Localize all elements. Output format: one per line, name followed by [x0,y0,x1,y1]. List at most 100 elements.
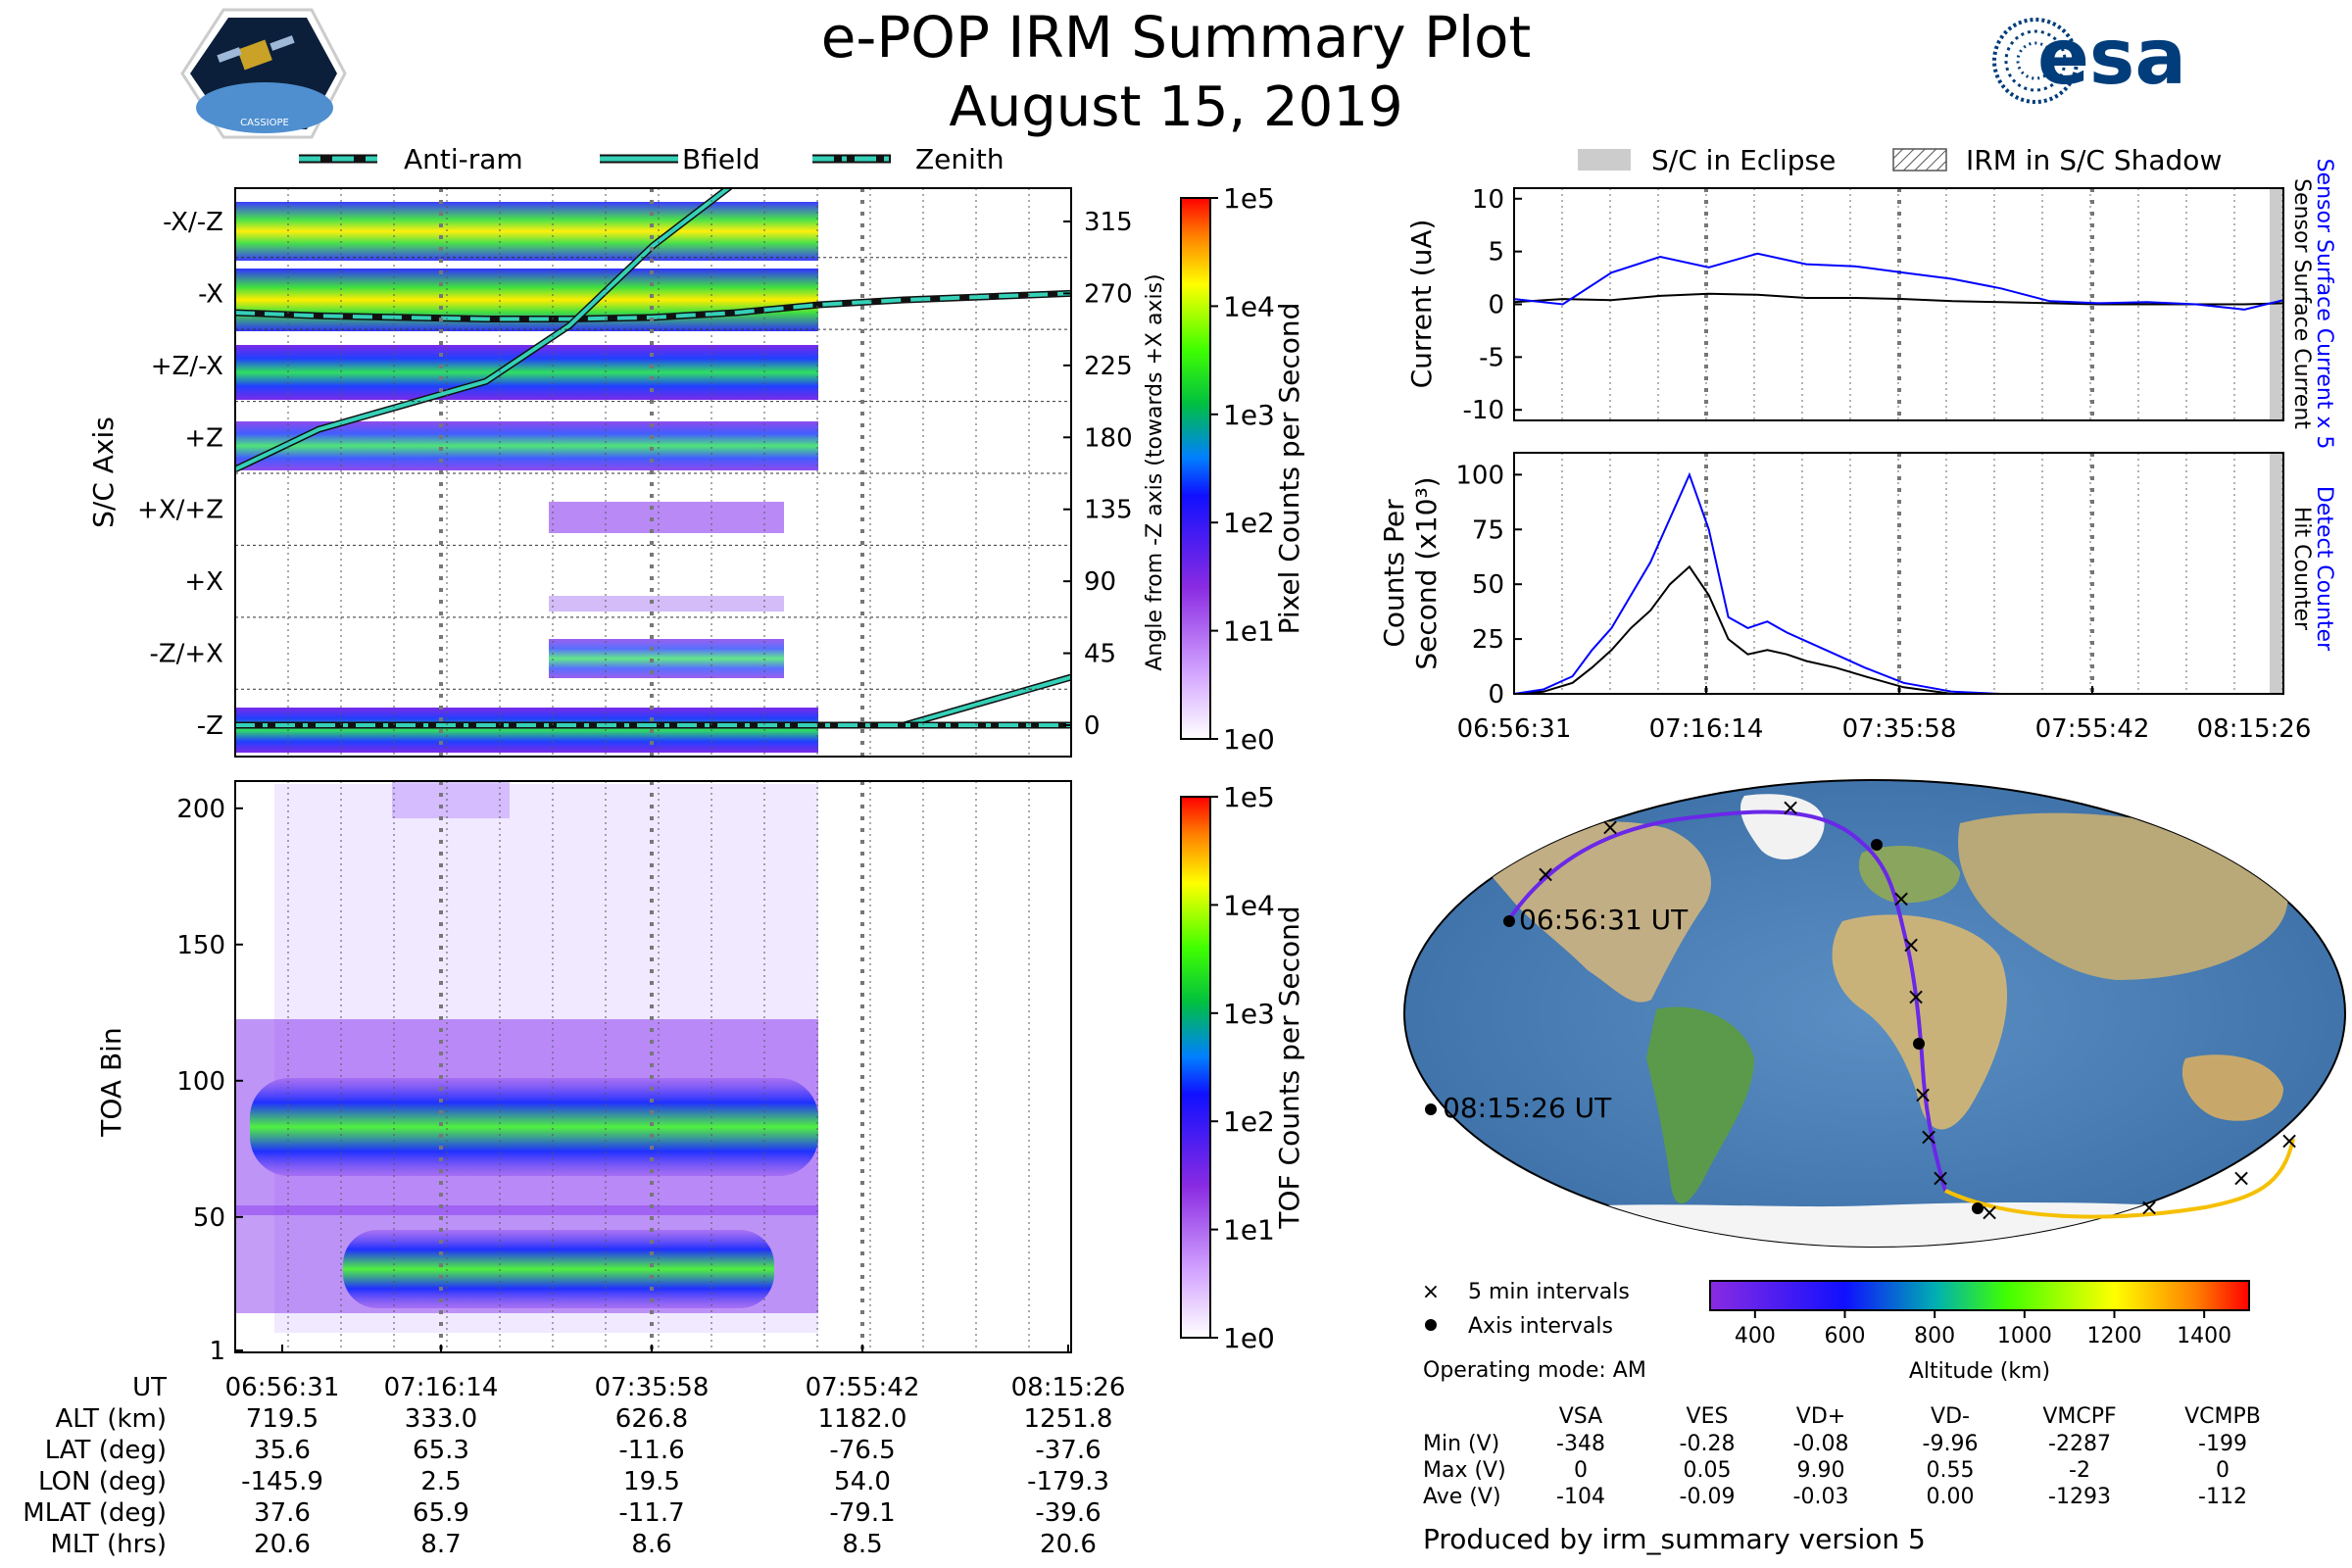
land-europe [1858,845,1960,904]
tof-ytick-label: 150 [176,931,225,960]
counts-xtick-label: 08:15:26 [2197,714,2312,744]
pixel-band-x [549,596,784,612]
marker-5min: × [1536,860,1555,888]
orbit-cell: 35.6 [254,1436,311,1465]
figure-date: August 15, 2019 [949,75,1402,139]
orbit-cell: 1182.0 [818,1404,907,1434]
orbit-cell: 07:35:58 [595,1373,710,1402]
orbit-row-label: LON (deg) [38,1467,167,1496]
colorbar-tick-label: 1e2 [1223,507,1275,539]
pixel-axis-label: +Z [184,423,223,453]
orbit-track-south [1944,1138,2295,1219]
current-ytick-label: 5 [1488,238,1504,268]
map-start-label: 06:56:31 UT [1519,904,1689,936]
voltage-col-header: VCMPB [2184,1404,2261,1429]
counts-xtick-label: 07:16:14 [1649,714,1764,744]
counts-yticks: 100 75 50 25 0 [1455,461,1522,710]
voltage-cell: 0 [2216,1458,2230,1483]
marker-5min: × [1931,1164,1950,1192]
tof-yticks: 200 150 100 50 1 [176,795,243,1366]
orbit-markers: × × × × × × × × × × × × × [1536,794,2299,1226]
counts-ytick-label: 50 [1472,570,1504,600]
orbit-track-north [1507,809,1947,1192]
colorbar-tick-label: 1e0 [1223,1322,1275,1354]
voltage-row-label: Ave (V) [1423,1485,1501,1509]
land-australia [2181,1054,2283,1121]
voltage-cell: -0.03 [1793,1485,1849,1509]
voltage-col-header: VD+ [1796,1404,1845,1429]
pixel-angle-label: 180 [1084,423,1133,453]
orbit-cell: 333.0 [405,1404,477,1434]
counts-line-blue [1514,471,2283,694]
current-ytick-label: 0 [1488,291,1504,320]
counts-panel: 100 75 50 25 0 Counts Per Second (x10³) Dete… [1378,452,2336,744]
altitude-tick-label: 400 [1735,1324,1776,1348]
marker-5min: × [1901,931,1921,958]
orbit-cell: 37.6 [254,1498,311,1528]
current-ytick-label: -5 [1479,343,1504,372]
voltage-cell: -0.28 [1680,1432,1736,1456]
orbit-cell: -179.3 [1027,1467,1109,1496]
pixel-band-xz-neg [235,202,818,261]
colorbar-tick-label: 1e4 [1223,290,1275,322]
voltage-col-header: VMCPF [2042,1404,2116,1429]
legend-eclipse: S/C in Eclipse IRM in S/C Shadow [1578,144,2222,176]
legend-shadow-label: IRM in S/C Shadow [1966,144,2222,176]
voltage-section: Operating mode: AM VSA VES VD+ VD- VMCPF VCMP… [1423,1358,2261,1509]
voltage-cell: 0.55 [1927,1458,1975,1483]
voltage-row-label: Min (V) [1423,1432,1499,1456]
orbit-map: × × × × × × × × × × × × × 06:56:31 UT 08… [1403,779,2346,1248]
pixel-band-xz [549,502,784,533]
colorbar-tick-label: 1e3 [1223,399,1275,431]
tof-burst [392,781,510,818]
voltage-cell: -0.08 [1793,1432,1849,1456]
pixel-axis-label: +X [184,567,223,597]
counts-xticks: 06:56:31 07:16:14 07:35:58 07:55:42 08:15:26 [1457,686,2312,744]
altitude-label: Altitude (km) [1909,1359,2050,1384]
orbit-cell: 8.7 [420,1530,461,1559]
current-ytick-label: -10 [1463,396,1504,425]
voltage-cell: 0.00 [1927,1485,1975,1509]
pixel-colorbar-ticks: 1e5 1e4 1e3 1e2 1e1 1e0 [1210,182,1275,756]
orbit-row-label: MLAT (deg) [23,1498,167,1528]
voltage-cell: -2287 [2048,1432,2111,1456]
orbit-cell: -79.1 [829,1498,895,1528]
orbit-cell: -76.5 [829,1436,895,1465]
land-asia [1958,812,2288,980]
counts-ytick-label: 100 [1455,461,1504,490]
land-north-america [1480,821,1712,1003]
orbit-cell: 65.9 [413,1498,469,1528]
legend-axis-marker [1425,1319,1437,1331]
orbit-cell: 54.0 [834,1467,891,1496]
tof-heatmap [235,781,818,1333]
counts-right-label-black: Hit Counter [2289,507,2314,631]
counts-xtick-label: 06:56:31 [1457,714,1572,744]
counts-right-label-blue: Detect Counter [2312,486,2336,652]
pixel-angle-label: 135 [1084,496,1133,525]
pixel-angle-label: 0 [1084,711,1101,741]
voltage-table: VSA VES VD+ VD- VMCPF VCMPB Min (V) -348 -0.28 -0… [1423,1404,2261,1509]
antiram-line-color [235,291,1071,321]
altitude-tick-label: 1400 [2177,1324,2231,1348]
pixel-grid [234,188,1071,757]
esa-logo: esa [1992,14,2186,104]
legend-eclipse-label: S/C in Eclipse [1651,144,1836,176]
pixel-heatmap [235,188,1071,753]
current-line-blue [1514,252,2283,311]
marker-axis [1972,1202,1984,1214]
tof-ylabel: TOA Bin [95,1027,127,1137]
orbit-row-label: MLT (hrs) [51,1530,168,1559]
voltage-cell: -112 [2198,1485,2247,1509]
orbit-cell: 2.5 [420,1467,461,1496]
colorbar-tick-label: 1e0 [1223,723,1275,756]
tof-colorbar-ticks: 1e5 1e4 1e3 1e2 1e1 1e0 [1210,781,1275,1354]
voltage-col-header: VSA [1559,1404,1602,1429]
altitude-tick-label: 1200 [2087,1324,2142,1348]
current-right-label-blue: Sensor Surface Current x 5 [2312,159,2336,450]
voltage-cell: -199 [2198,1432,2247,1456]
pixel-colorbar: 1e5 1e4 1e3 1e2 1e1 1e0 Pixel Counts per Seco… [1180,182,1305,756]
marker-axis [1913,1038,1925,1050]
orbit-cell: -145.9 [241,1467,323,1496]
marker-5min: × [1781,794,1800,821]
